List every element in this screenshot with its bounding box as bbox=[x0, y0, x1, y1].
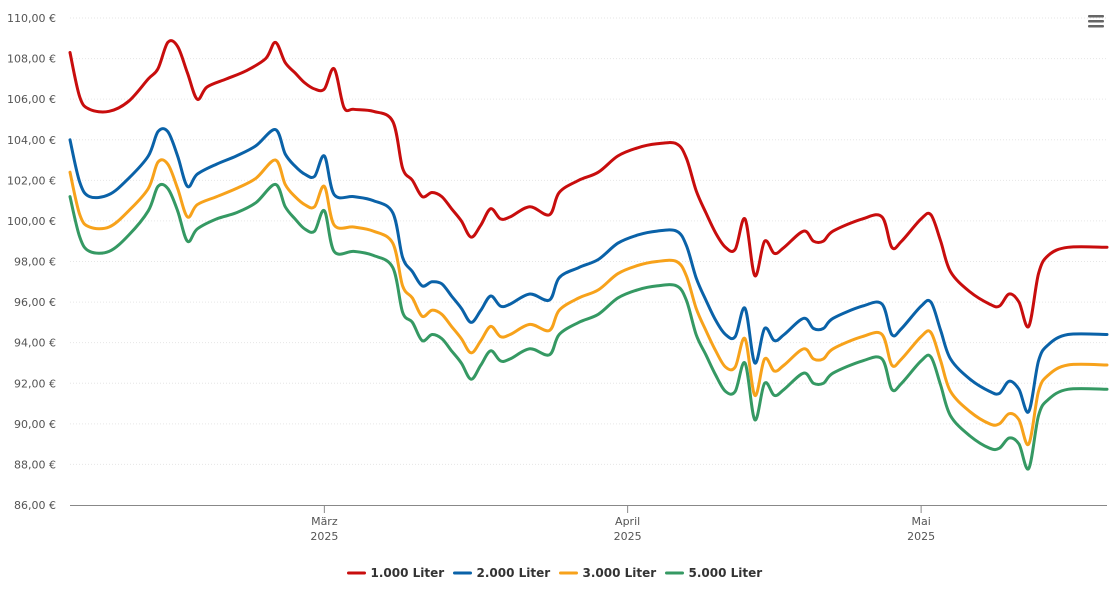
series-line-4[interactable] bbox=[68, 182, 1109, 471]
series-lines bbox=[68, 39, 1109, 471]
grid-lines bbox=[70, 17, 1107, 465]
y-tick-label: 86,00 € bbox=[14, 499, 56, 512]
y-tick-label: 100,00 € bbox=[7, 215, 56, 228]
y-tick-label: 98,00 € bbox=[14, 256, 56, 269]
x-tick-year: 2025 bbox=[310, 530, 338, 543]
hamburger-menu-icon[interactable] bbox=[1082, 8, 1106, 32]
y-tick-label: 90,00 € bbox=[14, 418, 56, 431]
legend-label: 2.000 Liter bbox=[477, 566, 551, 580]
series-line-3[interactable] bbox=[68, 158, 1109, 447]
legend-item-2[interactable]: 2.000 Liter bbox=[453, 566, 551, 580]
y-tick-label: 108,00 € bbox=[7, 53, 56, 66]
legend-label: 1.000 Liter bbox=[371, 566, 445, 580]
y-tick-label: 102,00 € bbox=[7, 174, 56, 187]
legend-item-1[interactable]: 1.000 Liter bbox=[347, 566, 445, 580]
y-tick-label: 106,00 € bbox=[7, 93, 56, 106]
y-tick-label: 104,00 € bbox=[7, 134, 56, 147]
y-tick-label: 96,00 € bbox=[14, 296, 56, 309]
y-tick-label: 94,00 € bbox=[14, 337, 56, 350]
x-tick-label: März bbox=[311, 515, 338, 528]
y-axis-labels: 86,00 € 88,00 € 90,00 € 92,00 € 94,00 € 96,00… bbox=[7, 12, 56, 512]
legend-item-3[interactable]: 3.000 Liter bbox=[559, 566, 657, 580]
x-tick-year: 2025 bbox=[907, 530, 935, 543]
legend-label: 3.000 Liter bbox=[583, 566, 657, 580]
series-line-2[interactable] bbox=[68, 127, 1109, 414]
y-tick-label: 88,00 € bbox=[14, 458, 56, 471]
legend-item-4[interactable]: 5.000 Liter bbox=[665, 566, 763, 580]
y-tick-label: 110,00 € bbox=[7, 12, 56, 25]
x-tick-label: April bbox=[615, 515, 640, 528]
series-line-1[interactable] bbox=[68, 39, 1109, 329]
legend: 1.000 Liter 2.000 Liter 3.000 Liter 5.000 L… bbox=[347, 566, 763, 580]
x-tick-year: 2025 bbox=[614, 530, 642, 543]
y-tick-label: 92,00 € bbox=[14, 377, 56, 390]
x-axis: März 2025 April 2025 Mai 2025 bbox=[70, 505, 1107, 543]
x-tick-label: Mai bbox=[911, 515, 930, 528]
legend-label: 5.000 Liter bbox=[689, 566, 763, 580]
